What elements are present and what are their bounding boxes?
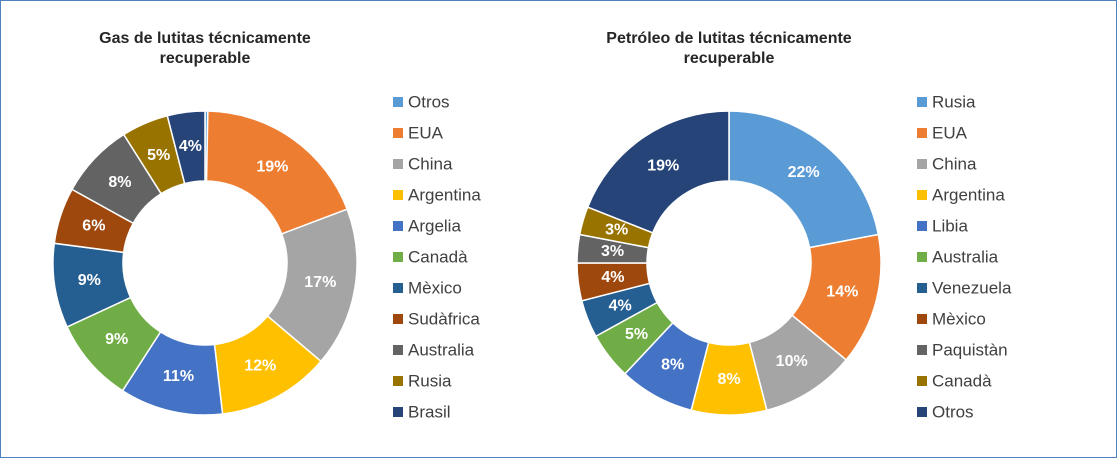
chart-title: Gas de lutitas técnicamente recuperable bbox=[99, 30, 311, 67]
legend-label: Argentina bbox=[932, 185, 1005, 204]
legend-label: China bbox=[932, 154, 977, 173]
legend-label: Argentina bbox=[408, 185, 481, 204]
chart-title: Petróleo de lutitas técnicamente recuper… bbox=[606, 30, 852, 67]
legend-swatch bbox=[393, 190, 403, 200]
legend-label: Venezuela bbox=[932, 278, 1012, 297]
legend-swatch bbox=[393, 97, 403, 107]
data-label: 14% bbox=[826, 283, 858, 300]
legend-label: Canadà bbox=[932, 371, 992, 390]
legend-swatch bbox=[393, 314, 403, 324]
data-label: 19% bbox=[647, 157, 679, 174]
legend-label: Australia bbox=[408, 340, 475, 359]
legend-label: EUA bbox=[932, 123, 968, 142]
data-label: 11% bbox=[163, 368, 194, 385]
legend-swatch bbox=[917, 159, 927, 169]
legend-label: Sudàfrica bbox=[408, 309, 480, 328]
data-label: 3% bbox=[605, 222, 628, 239]
slice bbox=[586, 110, 730, 234]
data-label: 4% bbox=[601, 269, 624, 286]
legend-swatch bbox=[917, 128, 927, 138]
legend-swatch bbox=[917, 345, 927, 355]
data-label: 8% bbox=[717, 371, 740, 388]
legend-swatch bbox=[917, 97, 927, 107]
legend-swatch bbox=[393, 159, 403, 169]
legend-swatch bbox=[393, 221, 403, 231]
data-label: 4% bbox=[609, 297, 632, 314]
legend-label: Rusia bbox=[932, 92, 976, 111]
legend-label: Canadà bbox=[408, 247, 468, 266]
data-label: 9% bbox=[78, 272, 101, 289]
data-label: 6% bbox=[82, 218, 105, 235]
legend-swatch bbox=[393, 252, 403, 262]
data-label: 19% bbox=[256, 159, 288, 176]
data-label: 9% bbox=[105, 331, 128, 348]
legend-swatch bbox=[917, 252, 927, 262]
legend-label: Mèxico bbox=[408, 278, 462, 297]
legend-swatch bbox=[393, 128, 403, 138]
legend-label: Argelia bbox=[408, 216, 461, 235]
legend-swatch bbox=[393, 407, 403, 417]
legend-label: EUA bbox=[408, 123, 444, 142]
legend-swatch bbox=[393, 283, 403, 293]
data-label: 5% bbox=[147, 147, 170, 164]
data-label: 8% bbox=[661, 357, 684, 374]
legend-label: China bbox=[408, 154, 453, 173]
legend-swatch bbox=[917, 407, 927, 417]
legend-label: Brasil bbox=[408, 402, 451, 421]
data-label: 12% bbox=[244, 357, 276, 374]
legend-label: Australia bbox=[932, 247, 999, 266]
legend-swatch bbox=[917, 190, 927, 200]
legend-label: Rusia bbox=[408, 371, 452, 390]
data-label: 4% bbox=[179, 138, 202, 155]
legend-label: Paquistàn bbox=[932, 340, 1008, 359]
legend-label: Libia bbox=[932, 216, 968, 235]
legend-label: Mèxico bbox=[932, 309, 986, 328]
legend-swatch bbox=[917, 221, 927, 231]
slice bbox=[728, 110, 880, 249]
legend-swatch bbox=[393, 376, 403, 386]
data-label: 10% bbox=[776, 353, 808, 370]
legend-swatch bbox=[917, 283, 927, 293]
data-label: 5% bbox=[625, 326, 648, 343]
legend-swatch bbox=[917, 376, 927, 386]
data-label: 22% bbox=[788, 164, 820, 181]
data-label: 3% bbox=[601, 243, 624, 260]
legend-label: Otros bbox=[408, 92, 450, 111]
legend-label: Otros bbox=[932, 402, 974, 421]
slice bbox=[205, 110, 349, 235]
data-label: 17% bbox=[304, 274, 336, 291]
legend-swatch bbox=[393, 345, 403, 355]
data-label: 8% bbox=[108, 174, 131, 191]
slice bbox=[166, 110, 206, 185]
legend-swatch bbox=[917, 314, 927, 324]
